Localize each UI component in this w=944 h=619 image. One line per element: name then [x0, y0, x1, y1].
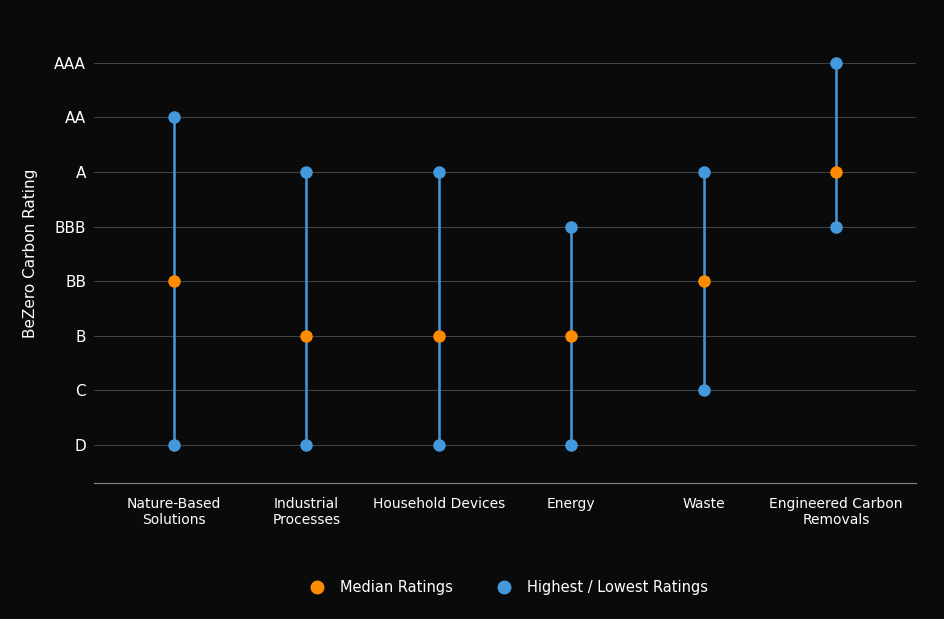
Point	[299, 331, 314, 340]
Point	[166, 439, 181, 449]
Point	[696, 276, 711, 286]
Point	[829, 167, 844, 177]
Point	[299, 167, 314, 177]
Point	[829, 58, 844, 68]
Legend: Median Ratings, Highest / Lowest Ratings: Median Ratings, Highest / Lowest Ratings	[302, 579, 708, 595]
Point	[696, 167, 711, 177]
Point	[431, 331, 447, 340]
Point	[696, 385, 711, 395]
Point	[166, 113, 181, 123]
Point	[299, 439, 314, 449]
Point	[431, 439, 447, 449]
Point	[166, 276, 181, 286]
Y-axis label: BeZero Carbon Rating: BeZero Carbon Rating	[23, 169, 38, 339]
Point	[564, 222, 579, 232]
Point	[829, 222, 844, 232]
Point	[564, 331, 579, 340]
Point	[431, 167, 447, 177]
Point	[564, 439, 579, 449]
